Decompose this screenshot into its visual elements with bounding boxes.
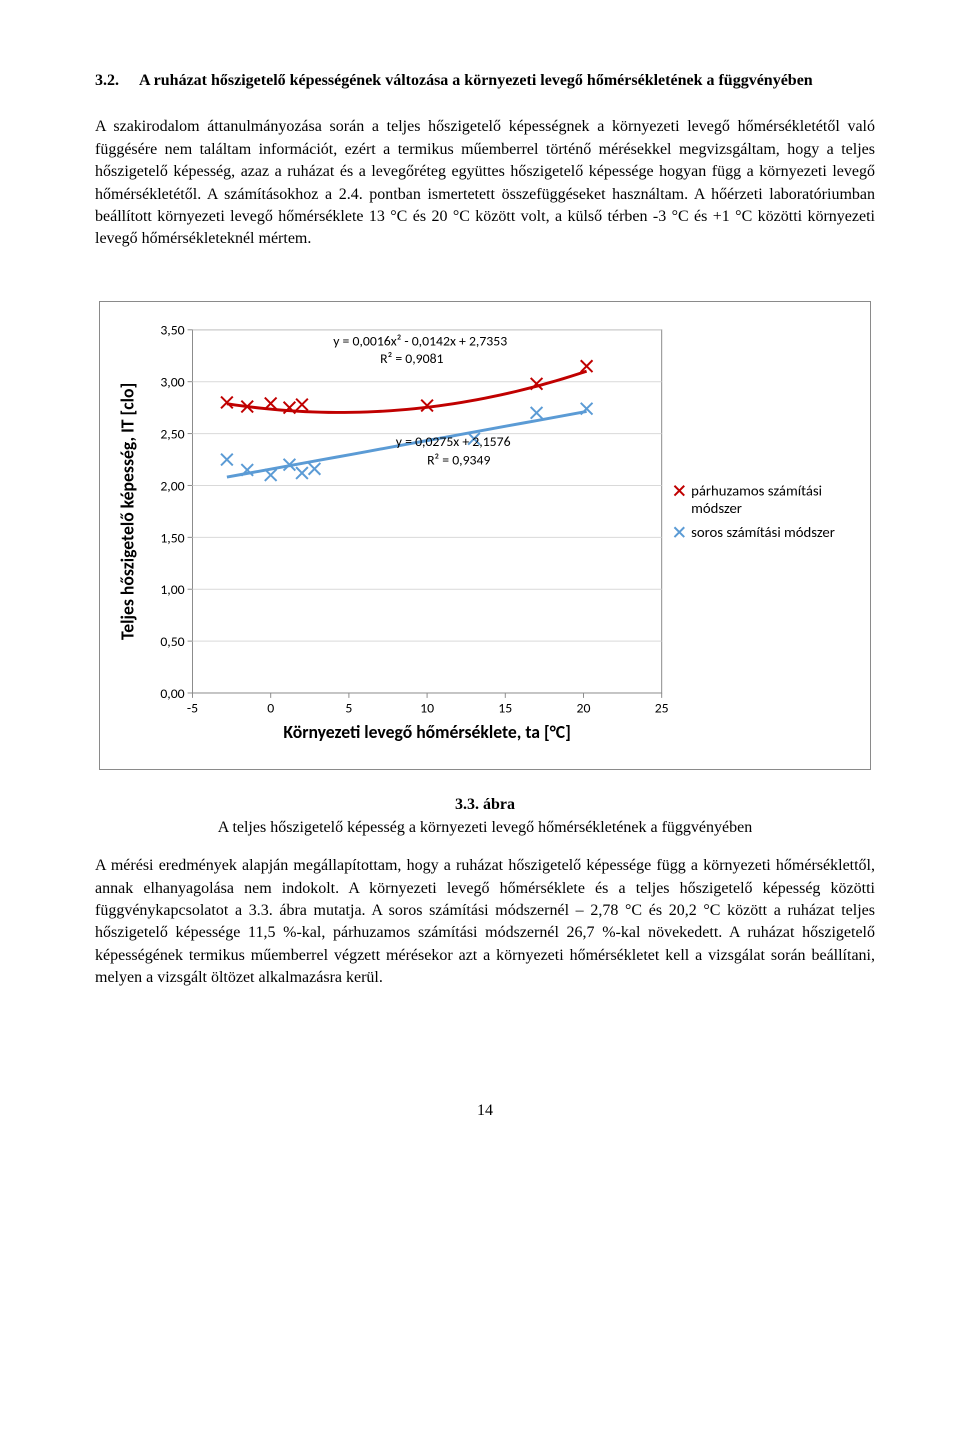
eq-parallel: y = 0,0016x² - 0,0142x + 2,7353 xyxy=(333,332,507,349)
r2-parallel: R² = 0,9081 xyxy=(380,350,443,367)
chart-container: 0,00 0,50 1,00 1,50 2,00 2,50 3,00 3,50 -5 0 5 10 15… xyxy=(99,301,871,771)
paragraph-1: A szakirodalom áttanulmányozása során a … xyxy=(95,116,875,250)
figure-number: 3.3. ábra xyxy=(455,796,515,813)
section-number: 3.2. xyxy=(95,70,139,92)
x-tick-label: -5 xyxy=(187,699,198,716)
x-tick-label: 20 xyxy=(577,699,591,716)
chart-svg: 0,00 0,50 1,00 1,50 2,00 2,50 3,00 3,50 -5 0 5 10 15… xyxy=(112,320,858,762)
x-tick-label: 15 xyxy=(498,699,512,716)
y-tick-label: 1,50 xyxy=(160,529,184,546)
x-tick-label: 25 xyxy=(655,699,669,716)
y-tick-label: 3,00 xyxy=(160,373,184,390)
section-title: A ruházat hőszigetelő képességének válto… xyxy=(139,70,875,92)
x-axis-title: Környezeti levegő hőmérséklete, ta [°C] xyxy=(283,721,570,743)
legend-parallel: párhuzamos számítási xyxy=(691,481,822,499)
figure-caption-text: A teljes hőszigetelő képesség a környeze… xyxy=(218,819,752,836)
legend-parallel-2: módszer xyxy=(691,499,742,517)
page-number: 14 xyxy=(95,1100,875,1122)
y-axis-title: Teljes hőszigetelő képesség, IT [clo] xyxy=(117,383,139,640)
y-tick-label: 0,00 xyxy=(160,685,184,702)
eq-serial: y = 0,0275x + 2,1576 xyxy=(396,433,511,450)
x-tick-label: 10 xyxy=(420,699,434,716)
y-tick-label: 0,50 xyxy=(160,633,184,650)
y-tick-label: 1,00 xyxy=(160,581,184,598)
figure-caption: 3.3. ábra A teljes hőszigetelő képesség … xyxy=(95,794,875,839)
legend-serial: soros számítási módszer xyxy=(691,523,835,541)
section-heading: 3.2. A ruházat hőszigetelő képességének … xyxy=(95,70,875,92)
y-tick-label: 3,50 xyxy=(160,321,184,338)
x-tick-label: 5 xyxy=(345,699,352,716)
y-tick-label: 2,50 xyxy=(160,425,184,442)
r2-serial: R² = 0,9349 xyxy=(427,451,490,468)
y-tick-label: 2,00 xyxy=(160,477,184,494)
x-tick-label: 0 xyxy=(267,699,274,716)
paragraph-2: A mérési eredmények alapján megállapítot… xyxy=(95,855,875,989)
